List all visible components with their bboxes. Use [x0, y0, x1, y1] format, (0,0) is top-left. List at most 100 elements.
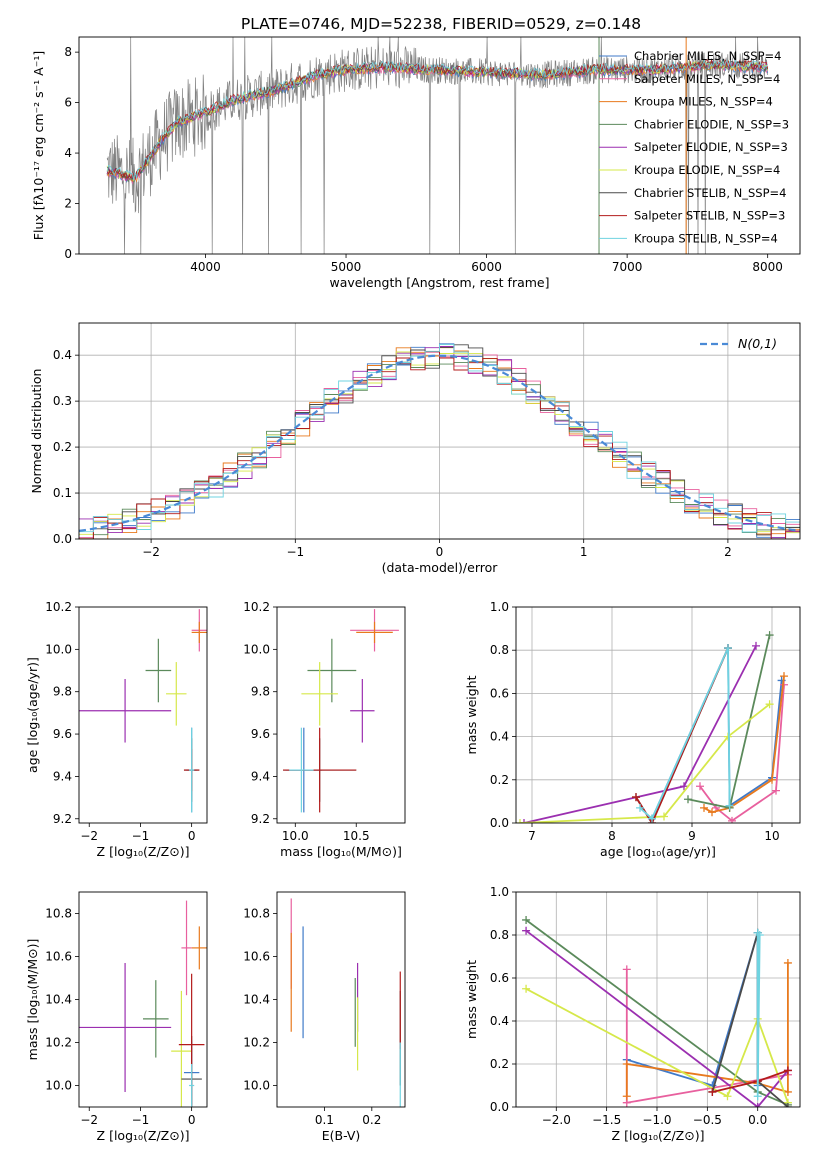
model-line-kroupa-stelib [106, 58, 769, 181]
spectrum-panel-plot-area [106, 37, 769, 254]
x-tick-label: 7000 [612, 260, 643, 274]
weight-marker [772, 786, 780, 795]
y-tick-label: 0.6 [490, 971, 509, 985]
weight-marker [753, 1103, 762, 1107]
x-tick-label: 9 [688, 829, 696, 843]
y-tick-label: 9.6 [251, 727, 270, 741]
spectrum-panel: 4000 5000 6000 7000 8000 0 2 4 6 8 wavelength [Ang… [31, 36, 801, 290]
x-tick-label: 0 [188, 1113, 196, 1127]
x-axis-label: mass [log₁₀(M/M⊙)] [280, 844, 402, 859]
y-axis-label: Normed distribution [29, 369, 44, 494]
y-tick-label: 10.6 [243, 950, 270, 964]
y-tick-label: 10.2 [45, 600, 72, 614]
x-axis-label: E(B-V) [322, 1128, 361, 1143]
weight-marker [680, 782, 688, 791]
weight-marker [768, 775, 776, 784]
x-tick-label: 5000 [331, 260, 362, 274]
y-tick-label: 0.1 [53, 486, 72, 500]
y-tick-label: 0.0 [53, 532, 72, 546]
y-tick-label: 10.2 [45, 1036, 72, 1050]
weight-line [635, 647, 729, 823]
legend-label: Chabrier MILES, N_SSP=4 [634, 49, 781, 63]
age-vs-z-panel: −2 −1 0 9.2 9.4 9.6 9.8 10.0 10.2 Z [log₁₀(Z/Z⊙)]… [25, 600, 208, 859]
y-tick-label: 9.8 [53, 685, 72, 699]
legend-label: N(0,1) [738, 336, 777, 351]
weight-marker [622, 1060, 631, 1068]
weight-marker [752, 641, 760, 650]
x-axis-label: wavelength [Angstrom, rest frame] [329, 275, 549, 290]
axes-frame [78, 606, 208, 824]
weight-marker [522, 915, 531, 924]
y-axis-label: mass weight [464, 960, 479, 1039]
model-line-kroupa-elodie [106, 59, 769, 182]
x-tick-label: −0.5 [693, 1113, 722, 1127]
weight-marker [728, 816, 736, 823]
weight-line [519, 703, 771, 823]
y-axis-label: Flux [fλ10⁻¹⁷ erg cm⁻² s⁻¹ A⁻¹] [31, 51, 46, 240]
legend-label: Salpeter ELODIE, N_SSP=3 [634, 140, 788, 154]
weight-marker [648, 814, 656, 823]
x-tick-label: 0 [436, 545, 444, 559]
axes-frame [78, 891, 208, 1108]
x-tick-label: 10.0 [282, 829, 309, 843]
y-tick-label: 0.2 [490, 1057, 509, 1071]
weight-marker [660, 812, 668, 821]
x-tick-label: 4000 [190, 260, 221, 274]
x-tick-label: −2.0 [542, 1113, 571, 1127]
y-tick-label: 10.2 [243, 1036, 270, 1050]
x-tick-label: 1 [580, 545, 588, 559]
weight-marker [622, 1092, 631, 1101]
y-tick-label: 10.0 [45, 1079, 72, 1093]
weight-marker [696, 782, 704, 791]
x-tick-label: 0.0 [748, 1113, 767, 1127]
mass-vs-ebv-panel: 0.1 0.2 10.0 10.2 10.4 10.6 10.8 E(B-V) [243, 891, 406, 1143]
weight-marker [783, 1087, 792, 1096]
y-axis-label: mass weight [464, 675, 479, 754]
mass-vs-ebv-panel-plot-area [290, 898, 401, 1107]
y-tick-label: 0 [64, 247, 72, 261]
weight-line [635, 647, 729, 823]
x-tick-label: 7 [528, 829, 536, 843]
y-tick-label: 10.0 [243, 642, 270, 656]
figure-title: PLATE=0746, MJD=52238, FIBERID=0529, z=0… [241, 15, 641, 33]
y-tick-label: 0.2 [490, 773, 509, 787]
weight-marker [516, 819, 524, 823]
x-axis-label: Z [log₁₀(Z/Z⊙)] [97, 1128, 190, 1143]
y-tick-label: 0.6 [490, 686, 509, 700]
x-tick-label: −2 [142, 545, 160, 559]
y-tick-label: 0.0 [490, 1100, 509, 1114]
y-tick-label: 9.6 [53, 727, 72, 741]
weight-vs-z-panel: −2.0 −1.5 −1.0 −0.5 0.0 0.0 0.2 0.4 0.6 0.8 1.0 Z [… [464, 885, 801, 1143]
data-spectrum-line [106, 37, 769, 254]
x-axis-label: Z [log₁₀(Z/Z⊙)] [97, 844, 190, 859]
weight-marker [725, 801, 734, 810]
legend-label: Kroupa MILES, N_SSP=4 [634, 95, 773, 109]
weight-marker [622, 965, 631, 974]
weight-marker [753, 1092, 762, 1101]
y-tick-label: 10.4 [45, 993, 72, 1007]
axes-frame [276, 891, 406, 1108]
y-tick-label: 6 [64, 96, 72, 110]
age-vs-mass-panel-plot-area [283, 609, 399, 813]
histogram-panel-plot-area [79, 323, 800, 539]
y-tick-label: 10.2 [243, 600, 270, 614]
weight-vs-age-panel: 7 8 9 10 0.0 0.2 0.4 0.6 0.8 1.0 age [log₁₀(age/yr… [464, 600, 801, 859]
x-tick-label: 6000 [471, 260, 502, 274]
weight-marker [724, 644, 732, 653]
weight-line [639, 647, 731, 821]
weight-marker [723, 1092, 732, 1101]
mass-vs-z-panel-plot-area [79, 900, 207, 1107]
weight-marker [636, 803, 644, 812]
weight-marker [700, 803, 708, 812]
x-tick-label: 10.5 [343, 829, 370, 843]
y-tick-label: 8 [64, 45, 72, 59]
y-axis-label: mass [log₁₀(M/M⊙)] [25, 939, 40, 1061]
y-tick-label: 10.6 [45, 950, 72, 964]
weight-marker [765, 700, 774, 709]
y-tick-label: 10.4 [243, 993, 270, 1007]
weight-vs-age-panel-plot-area [516, 607, 800, 823]
x-tick-label: −1.5 [592, 1113, 621, 1127]
y-tick-label: 0.8 [490, 643, 509, 657]
legend-label: Chabrier ELODIE, N_SSP=3 [634, 117, 789, 131]
legend-label: Kroupa STELIB, N_SSP=4 [634, 231, 778, 245]
